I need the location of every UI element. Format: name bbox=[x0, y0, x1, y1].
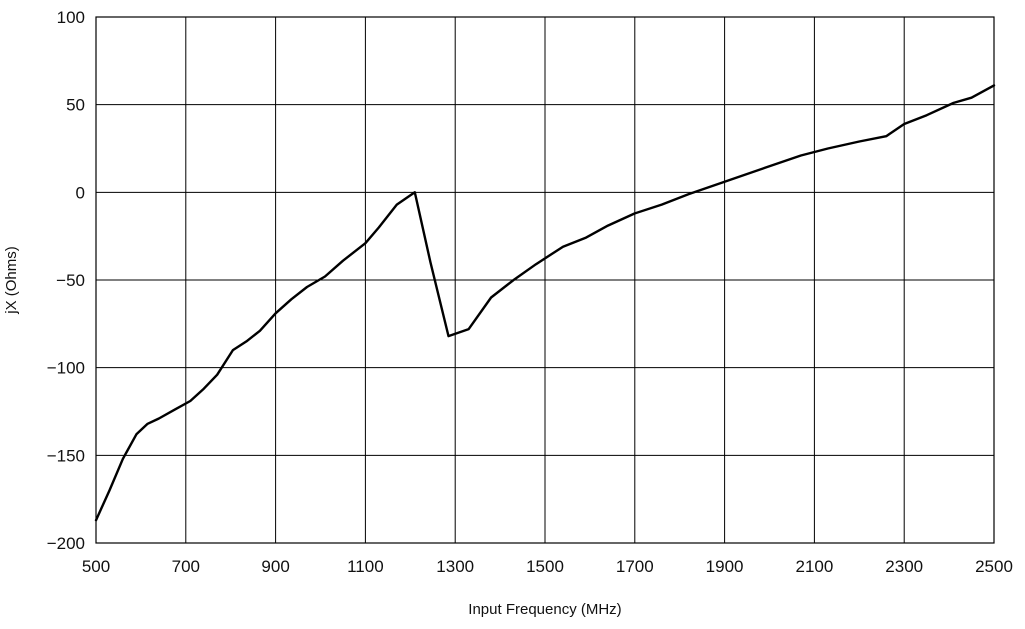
x-axis-label: Input Frequency (MHz) bbox=[468, 601, 621, 618]
y-tick-label: −150 bbox=[47, 446, 85, 465]
x-axis-ticks: 500 700 900 1100 1300 1500 1700 1900 2100 2300 250… bbox=[82, 557, 1013, 576]
x-tick-label: 1700 bbox=[616, 557, 654, 576]
y-tick-label: 0 bbox=[76, 183, 85, 202]
x-tick-label: 700 bbox=[172, 557, 200, 576]
y-tick-label: −200 bbox=[47, 534, 85, 553]
plot-frame bbox=[95, 16, 995, 544]
x-tick-label: 2500 bbox=[975, 557, 1013, 576]
grid-lines bbox=[95, 16, 995, 544]
x-tick-label: 1100 bbox=[347, 557, 384, 576]
x-tick-label: 900 bbox=[261, 557, 289, 576]
x-tick-label: 1300 bbox=[436, 557, 474, 576]
y-tick-label: −50 bbox=[56, 271, 85, 290]
y-axis-label: jX (Ohms) bbox=[3, 246, 20, 315]
y-tick-label: 50 bbox=[66, 96, 85, 115]
x-tick-label: 500 bbox=[82, 557, 110, 576]
series-line bbox=[94, 84, 996, 522]
y-tick-label: 100 bbox=[57, 8, 85, 27]
x-tick-label: 2100 bbox=[795, 557, 833, 576]
x-tick-label: 1500 bbox=[526, 557, 564, 576]
y-tick-label: −100 bbox=[47, 359, 85, 378]
x-tick-label: 1900 bbox=[706, 557, 744, 576]
x-tick-label: 2300 bbox=[885, 557, 923, 576]
y-axis-ticks: 100 50 0 −50 −100 −150 −200 bbox=[47, 8, 85, 553]
data-series bbox=[94, 84, 996, 522]
